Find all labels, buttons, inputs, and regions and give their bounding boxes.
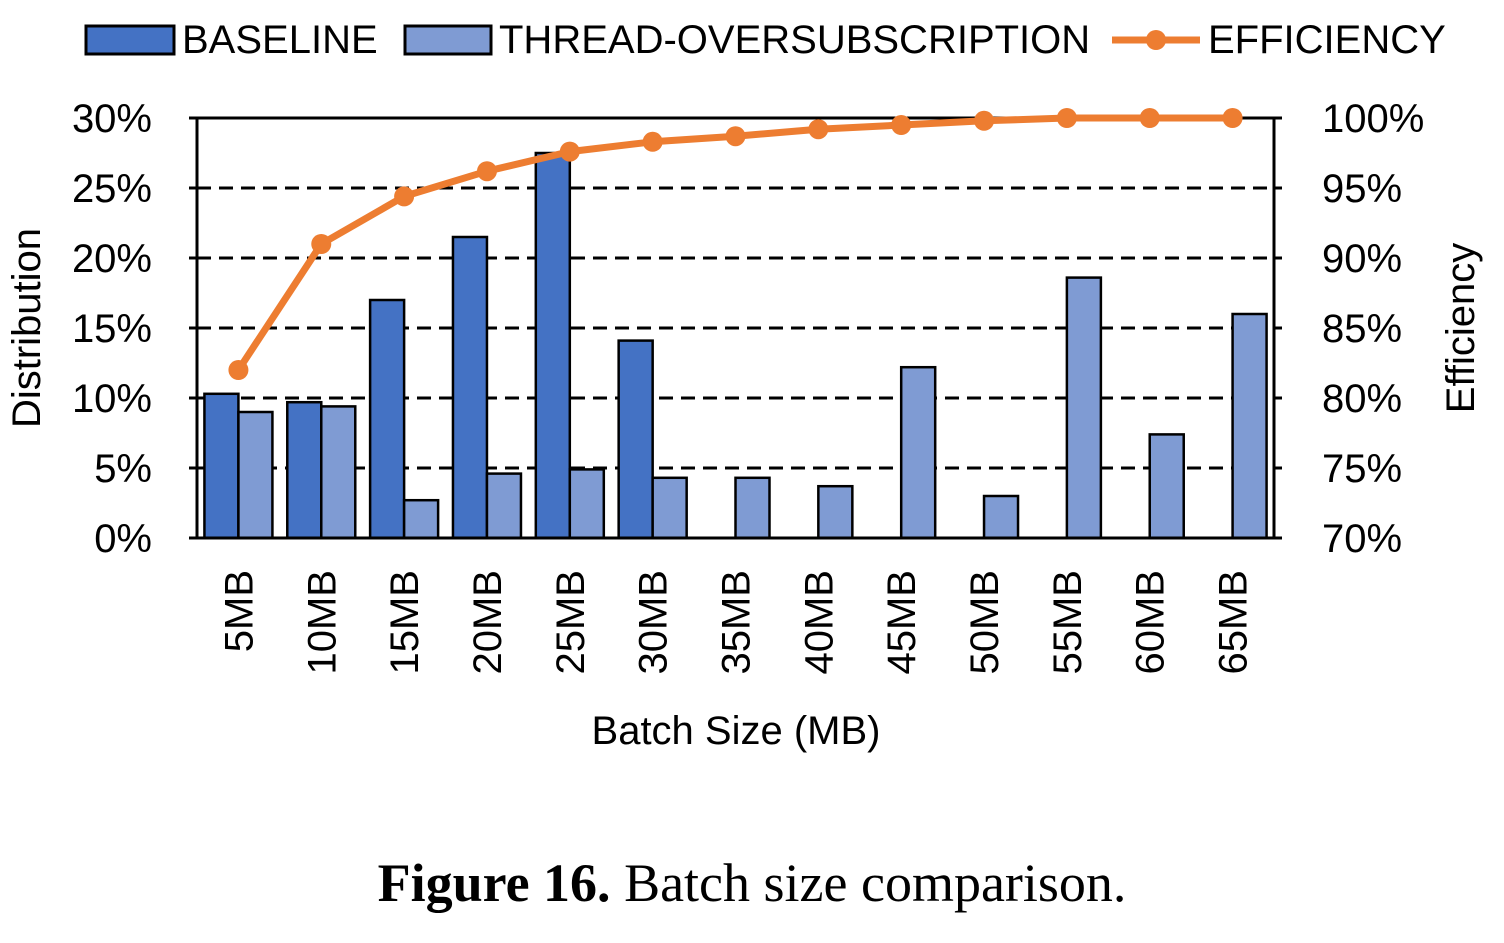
legend-efficiency-label: EFFICIENCY: [1208, 18, 1446, 62]
efficiency-point-65mb: [1222, 108, 1243, 128]
efficiency-point-25mb: [559, 141, 580, 162]
legend-baseline-swatch: [84, 24, 176, 56]
legend-thread-oversubscription-label: THREAD-OVERSUBSCRIPTION: [499, 18, 1090, 62]
bar-thread-oversubscription-60mb: [1148, 433, 1185, 540]
y2-axis-title: Efficiency: [1439, 243, 1483, 413]
bar-baseline-25mb: [534, 151, 572, 540]
bar-thread-oversubscription-65mb: [1231, 312, 1268, 540]
x-axis-title: Batch Size (MB): [592, 709, 881, 753]
bars: [203, 151, 1268, 540]
figure-caption-text: Batch size comparison.: [610, 853, 1127, 913]
y-tick-label: 10%: [72, 377, 152, 421]
efficiency-point-60mb: [1139, 108, 1160, 128]
y2-tick-label: 85%: [1322, 307, 1402, 351]
bar-thread-oversubscription-5mb: [237, 410, 274, 540]
efficiency-line: [228, 108, 1243, 380]
x-tick-label: 65MB: [1212, 570, 1256, 675]
y-tick-label: 30%: [72, 97, 152, 141]
bar-thread-oversubscription-55mb: [1065, 276, 1103, 540]
gridlines: [197, 186, 1274, 470]
bar-baseline-15mb: [368, 298, 406, 540]
bar-thread-oversubscription-45mb: [899, 365, 937, 540]
y-tick-label: 25%: [72, 167, 152, 211]
y2-tick-label: 95%: [1322, 167, 1402, 211]
bar-thread-oversubscription-20mb: [485, 472, 523, 540]
efficiency-point-35mb: [725, 126, 746, 147]
efficiency-point-45mb: [891, 115, 912, 135]
x-tick-label: 5MB: [217, 570, 261, 652]
y2-tick-label: 80%: [1322, 377, 1402, 421]
bar-thread-oversubscription-15mb: [402, 498, 440, 540]
y-tick-label: 5%: [94, 447, 152, 491]
bar-thread-oversubscription-30mb: [651, 476, 688, 540]
figure-caption: Figure 16. Batch size comparison.: [0, 852, 1504, 914]
legend-baseline-label: BASELINE: [182, 18, 378, 62]
y-tick-label: 0%: [94, 517, 152, 561]
efficiency-point-5mb: [228, 360, 249, 380]
y-tick-label: 15%: [72, 307, 152, 351]
y2-tick-label: 70%: [1322, 517, 1402, 561]
legend: BASELINE THREAD-OVERSUBSCRIPTION EFFICIENC…: [84, 18, 1446, 62]
y2-tick-label: 100%: [1322, 97, 1424, 141]
x-tick-label: 30MB: [632, 570, 676, 675]
x-tick-label: 15MB: [383, 570, 427, 675]
x-tick-label: 20MB: [466, 570, 510, 675]
x-tick-label: 25MB: [549, 570, 593, 675]
x-tick-label: 35MB: [715, 570, 759, 675]
bar-baseline-5mb: [203, 392, 240, 540]
bar-baseline-20mb: [451, 235, 489, 540]
y2-tick-label: 90%: [1322, 237, 1402, 281]
efficiency-point-30mb: [642, 131, 663, 152]
bar-thread-oversubscription-25mb: [568, 468, 606, 540]
bar-thread-oversubscription-35mb: [734, 476, 771, 540]
efficiency-point-10mb: [311, 234, 332, 254]
bar-thread-oversubscription-40mb: [817, 484, 854, 540]
efficiency-point-55mb: [1056, 108, 1077, 128]
figure-label: Figure 16.: [377, 853, 611, 913]
axes: 0% 5% 10% 15% 20% 25% 30% 70% 75% 80% 85% 90% 95% 100…: [72, 97, 1424, 675]
x-tick-label: 55MB: [1046, 570, 1090, 675]
x-tick-label: 60MB: [1129, 570, 1173, 675]
x-tick-label: 40MB: [797, 570, 841, 675]
efficiency-point-20mb: [476, 161, 497, 182]
y2-tick-label: 75%: [1322, 447, 1402, 491]
bar-thread-oversubscription-10mb: [320, 405, 357, 540]
legend-thread-oversubscription-swatch: [403, 24, 493, 56]
bar-baseline-30mb: [617, 339, 654, 540]
efficiency-point-40mb: [808, 119, 829, 140]
y-axis-title: Distribution: [5, 228, 49, 428]
bar-thread-oversubscription-50mb: [982, 494, 1020, 540]
bar-baseline-10mb: [286, 400, 323, 540]
x-tick-label: 10MB: [300, 570, 344, 675]
legend-efficiency-marker: [1146, 30, 1166, 50]
y-tick-label: 20%: [72, 237, 152, 281]
efficiency-point-50mb: [974, 110, 995, 131]
efficiency-point-15mb: [394, 186, 415, 207]
x-tick-label: 45MB: [880, 570, 924, 675]
x-tick-label: 50MB: [963, 570, 1007, 675]
